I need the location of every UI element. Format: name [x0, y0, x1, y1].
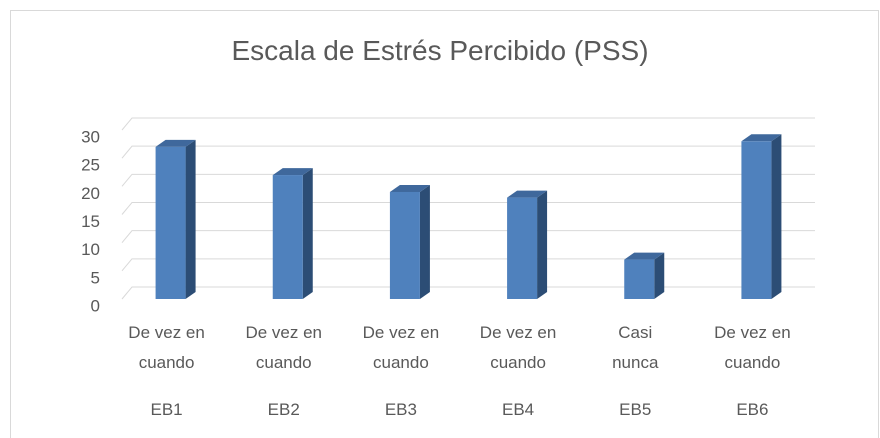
bar	[155, 139, 196, 299]
x-tick-label: EB3	[384, 400, 417, 419]
grid-line	[121, 258, 815, 272]
bar	[389, 184, 430, 299]
bar-top	[507, 190, 548, 198]
y-tick-label: 20	[81, 184, 100, 203]
bar-side	[419, 184, 430, 299]
x-response-label: Casi nunca	[612, 323, 659, 372]
y-tick-label: 5	[91, 268, 100, 287]
bar-top	[624, 252, 665, 260]
chart-title: Escala de Estrés Percibido (PSS)	[231, 35, 648, 66]
x-tick-label: EB6	[736, 400, 769, 419]
y-tick-label: 15	[81, 212, 100, 231]
y-tick-label: 0	[91, 296, 100, 315]
bar-front	[624, 259, 655, 299]
bar-front	[155, 146, 186, 299]
grid-line	[121, 286, 815, 300]
bar-side	[185, 139, 196, 299]
bar-side	[771, 134, 782, 299]
grid-line	[121, 202, 815, 215]
x-tick-label: EB5	[619, 400, 652, 419]
bar	[507, 190, 548, 299]
grid-line	[121, 230, 815, 243]
chart-border	[10, 10, 879, 438]
bar-front	[389, 191, 420, 299]
x-response-label: De vez en cuando	[128, 323, 205, 372]
y-tick-label: 30	[81, 127, 100, 146]
bar-side	[537, 190, 548, 299]
x-response-label: De vez en cuando	[362, 323, 440, 372]
x-response-label: De vez en cuando	[245, 323, 323, 372]
bar-side	[654, 252, 665, 299]
grid-line	[121, 145, 815, 159]
y-tick-label: 10	[81, 240, 100, 259]
bar-front	[741, 141, 772, 299]
x-response-label: De vez en cuando	[479, 323, 557, 372]
bar-top	[389, 184, 430, 192]
bar-top	[741, 134, 782, 142]
grid-line	[121, 117, 815, 131]
x-tick-label: EB4	[502, 400, 535, 419]
bar-side	[302, 168, 313, 299]
bar-top	[155, 139, 196, 147]
bar-front	[272, 175, 303, 299]
bar	[272, 168, 313, 299]
x-tick-label: EB1	[150, 400, 183, 419]
bar	[624, 252, 665, 299]
bar	[741, 134, 782, 299]
x-response-label: De vez en cuando	[714, 323, 791, 372]
y-tick-label: 25	[81, 156, 100, 175]
x-tick-label: EB2	[267, 400, 300, 419]
grid-line	[121, 173, 815, 187]
bar-top	[272, 168, 313, 176]
bar-front	[507, 197, 538, 299]
